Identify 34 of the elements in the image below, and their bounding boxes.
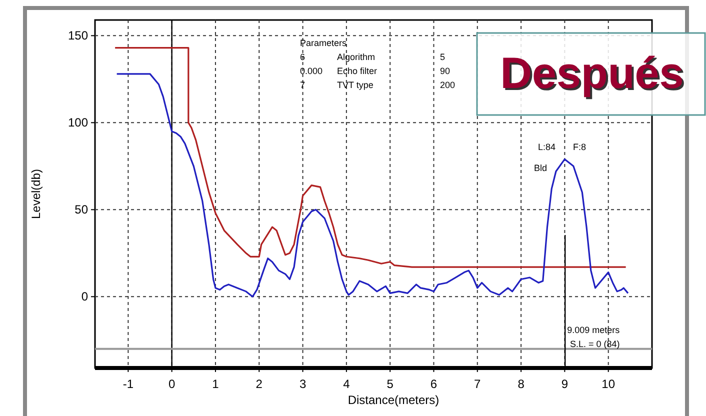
annotation: L:84	[538, 142, 556, 152]
annotation: 0.000	[300, 66, 323, 76]
annotation: S.L. = 0 (84)	[570, 339, 620, 349]
annotation: F:8	[573, 142, 586, 152]
x-tick-label: 8	[518, 377, 525, 391]
y-axis-title: Level(db)	[29, 168, 43, 220]
x-tick-label: 3	[299, 377, 306, 391]
x-tick-label: -1	[122, 377, 134, 391]
x-tick-label: 7	[474, 377, 482, 391]
x-tick-label: 9	[561, 377, 568, 391]
x-tick-label: 2	[256, 377, 263, 391]
x-tick-label: 0	[168, 377, 176, 391]
annotation: Después	[502, 51, 686, 100]
annotation: Bld	[534, 163, 548, 173]
y-tick-label: 150	[68, 28, 88, 43]
annotation: TVT type	[337, 80, 374, 90]
y-tick-label: 100	[68, 116, 88, 130]
x-tick-label: 1	[212, 377, 220, 391]
annotation: Parameters	[300, 38, 348, 48]
annotation: 5	[440, 52, 446, 62]
annotation: Algorithm	[337, 52, 376, 62]
x-axis-title: Distance(meters)	[348, 393, 440, 407]
ref-line-label: 9.009 meters	[567, 325, 620, 335]
annotation: 6	[300, 52, 306, 62]
annotation: 7	[300, 80, 306, 90]
x-tick-label: 6	[430, 377, 438, 391]
annotation: Echo filter	[337, 66, 378, 76]
x-tick-label: 4	[343, 377, 350, 391]
x-tick-label: 10	[602, 377, 616, 391]
x-tick-label: 5	[386, 377, 394, 391]
annotation: 200	[440, 80, 456, 90]
annotation: 90	[440, 66, 450, 76]
y-tick-label: 0	[81, 290, 88, 304]
y-tick-label: 50	[74, 202, 88, 217]
